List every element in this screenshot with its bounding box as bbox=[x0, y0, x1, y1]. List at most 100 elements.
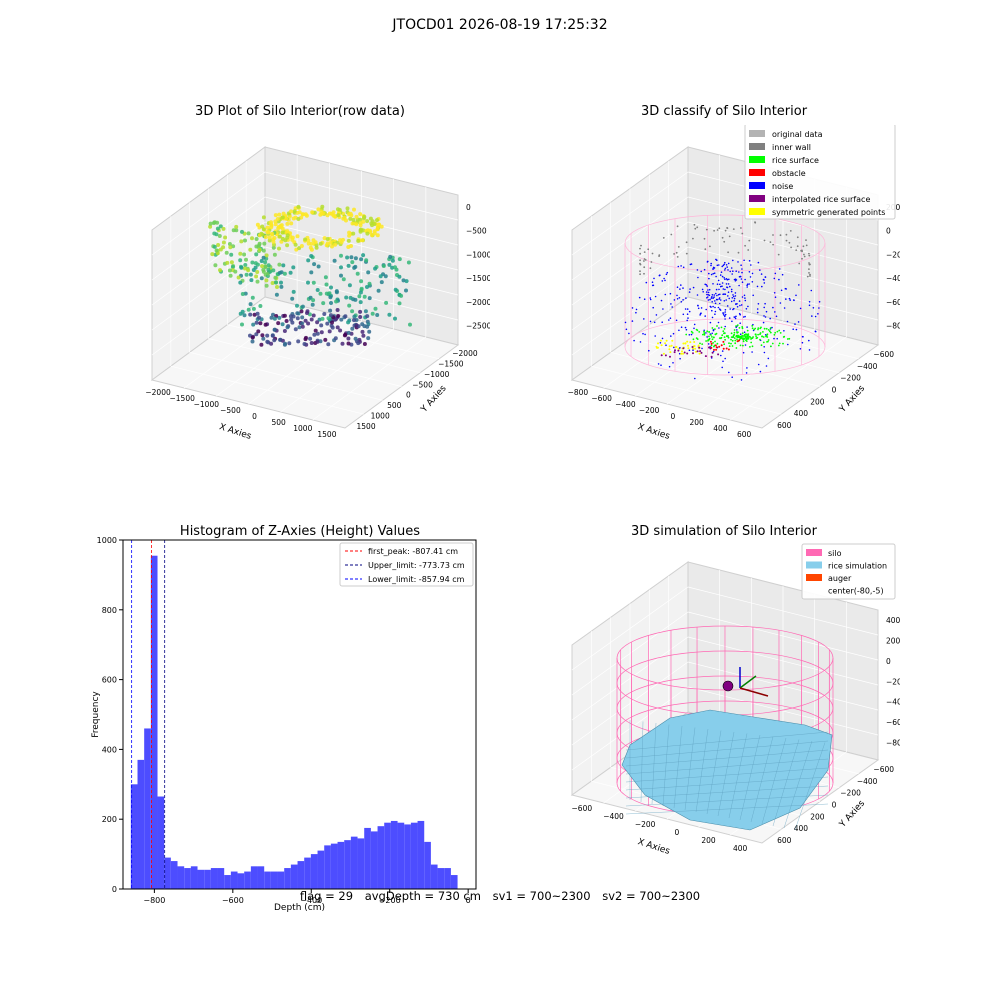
rice-surface-point bbox=[744, 335, 747, 338]
inner-wall-point bbox=[723, 240, 726, 243]
histogram-bar bbox=[430, 864, 438, 889]
inner-wall-point bbox=[709, 245, 711, 248]
raw-point bbox=[285, 233, 290, 238]
rice-surface-point bbox=[767, 329, 770, 331]
noise-point bbox=[680, 301, 683, 303]
histogram-bar bbox=[304, 857, 311, 889]
raw-point bbox=[310, 210, 315, 215]
noise-point bbox=[712, 297, 714, 299]
raw-point bbox=[275, 285, 279, 289]
noise-point bbox=[708, 277, 710, 280]
raw-point bbox=[355, 271, 360, 276]
raw-point bbox=[332, 258, 337, 263]
raw-point bbox=[242, 252, 247, 257]
rice-surface-point bbox=[727, 336, 730, 339]
legend-label: auger bbox=[828, 574, 852, 583]
raw-point bbox=[255, 270, 260, 274]
raw-point bbox=[218, 224, 223, 229]
noise-point bbox=[725, 278, 728, 280]
x-axis-label: X Axies bbox=[636, 837, 671, 857]
raw-point bbox=[315, 331, 320, 336]
raw-point bbox=[293, 327, 298, 332]
rice-surface-point bbox=[707, 339, 710, 341]
raw-point bbox=[250, 335, 255, 340]
noise-point bbox=[763, 351, 766, 354]
rice-surface-point bbox=[755, 335, 757, 337]
rice-surface-point bbox=[744, 333, 747, 336]
legend-frame bbox=[801, 543, 896, 600]
noise-point bbox=[778, 268, 781, 270]
raw-point bbox=[334, 299, 339, 304]
raw-point bbox=[272, 236, 277, 240]
interpolated-point bbox=[696, 350, 699, 353]
z-tick-label: −1000 bbox=[466, 250, 490, 259]
mesh-line bbox=[684, 727, 696, 811]
noise-point bbox=[735, 315, 737, 318]
noise-point bbox=[680, 265, 682, 267]
y-tick-label: 200 bbox=[810, 812, 825, 821]
noise-point bbox=[748, 271, 751, 273]
noise-point bbox=[665, 344, 667, 346]
noise-point bbox=[677, 265, 680, 268]
y-tick-label: 400 bbox=[794, 409, 809, 418]
y-tick-label: 400 bbox=[102, 745, 117, 754]
rice-surface-point bbox=[722, 330, 725, 333]
raw-point bbox=[224, 250, 229, 255]
raw-point bbox=[258, 304, 263, 308]
raw-point bbox=[299, 309, 304, 314]
grid-line bbox=[591, 365, 782, 415]
noise-point bbox=[714, 300, 716, 302]
rice-surface-point bbox=[762, 331, 764, 333]
noise-point bbox=[717, 279, 720, 282]
histogram-bar bbox=[444, 868, 451, 889]
noise-point bbox=[710, 262, 712, 265]
noise-point bbox=[738, 271, 740, 273]
raw-point bbox=[270, 231, 275, 236]
inner-wall-point bbox=[732, 228, 735, 230]
mesh-line bbox=[640, 721, 644, 803]
x-tick-label: −400 bbox=[603, 812, 624, 821]
mesh-line bbox=[625, 794, 829, 807]
y-tick-label: −400 bbox=[857, 777, 878, 786]
histogram-bar bbox=[297, 861, 305, 889]
raw-point bbox=[243, 238, 247, 243]
raw-point bbox=[309, 241, 314, 246]
x-tick-label: −200 bbox=[639, 406, 660, 415]
raw-point bbox=[338, 328, 343, 333]
rice-surface-point bbox=[714, 328, 716, 330]
rice-surface-point bbox=[760, 344, 763, 347]
raw-point bbox=[342, 215, 347, 220]
inner-wall-point bbox=[748, 239, 751, 242]
mesh-line bbox=[783, 740, 813, 829]
inner-wall-point bbox=[696, 226, 699, 229]
raw-point bbox=[238, 311, 243, 316]
noise-point bbox=[748, 283, 750, 285]
noise-point bbox=[724, 288, 726, 291]
rice-surface-point bbox=[779, 332, 782, 334]
raw-point bbox=[254, 252, 259, 257]
noise-point bbox=[771, 326, 773, 329]
rice-surface-point bbox=[692, 338, 695, 341]
raw-point bbox=[363, 309, 368, 314]
raw-point bbox=[373, 266, 378, 271]
noise-point bbox=[707, 291, 710, 294]
raw-point bbox=[295, 316, 300, 321]
raw-point bbox=[318, 339, 323, 344]
raw-point bbox=[348, 216, 353, 221]
raw-point bbox=[214, 248, 219, 253]
raw-point bbox=[378, 274, 383, 279]
inner-wall-point bbox=[643, 272, 645, 275]
raw-point bbox=[238, 280, 243, 285]
x-tick-label: 0 bbox=[252, 412, 257, 421]
noise-point bbox=[718, 302, 721, 305]
raw-point bbox=[365, 231, 370, 236]
noise-point bbox=[719, 309, 722, 311]
raw-point bbox=[297, 325, 302, 330]
noise-point bbox=[729, 308, 731, 310]
raw-points bbox=[208, 204, 412, 347]
histogram-bar bbox=[310, 854, 318, 889]
raw-point bbox=[295, 303, 299, 308]
noise-point bbox=[690, 263, 693, 265]
histogram-bar bbox=[337, 841, 345, 889]
raw-point bbox=[303, 237, 308, 242]
